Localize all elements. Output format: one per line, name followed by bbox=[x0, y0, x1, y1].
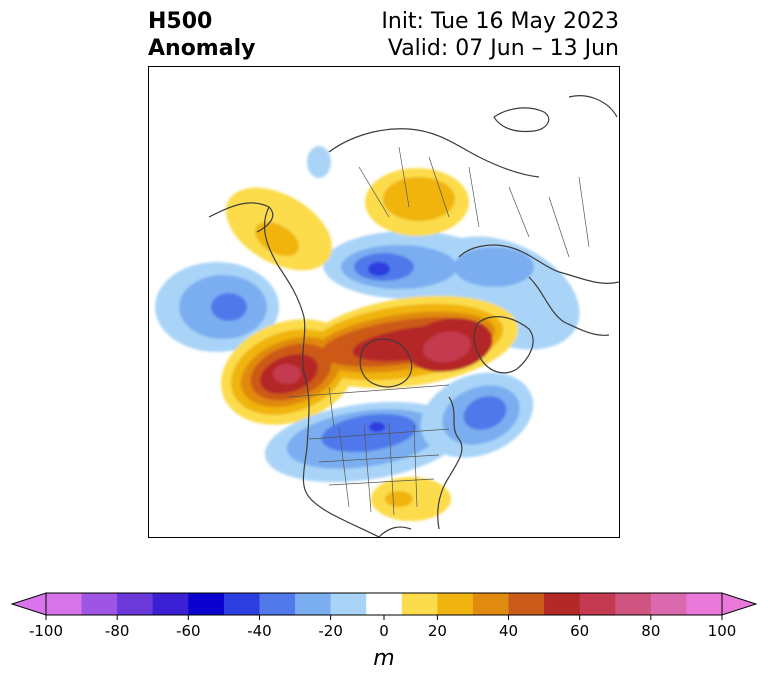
colorbar-cell bbox=[81, 593, 118, 615]
anomaly-map bbox=[148, 66, 620, 538]
colorbar-cell bbox=[46, 593, 83, 615]
map-dates: Init: Tue 16 May 2023 Valid: 07 Jun – 13… bbox=[381, 8, 619, 62]
coastlines bbox=[208, 95, 619, 537]
valid-range: Valid: 07 Jun – 13 Jun bbox=[387, 36, 619, 61]
colorbar-extend-high bbox=[721, 592, 758, 616]
colorbar-cell bbox=[188, 593, 225, 615]
colorbar-cell bbox=[152, 593, 189, 615]
colorbar-cell bbox=[117, 593, 154, 615]
colorbar-tick-label: 100 bbox=[708, 622, 737, 640]
colorbar-cell bbox=[330, 593, 367, 615]
colorbar-tick-label: -100 bbox=[29, 622, 63, 640]
colorbar-cell bbox=[223, 593, 260, 615]
product-label: Anomaly bbox=[148, 36, 256, 61]
colorbar-cell bbox=[579, 593, 616, 615]
colorbar-cell bbox=[508, 593, 545, 615]
political-borders bbox=[288, 146, 590, 516]
trough-arctic-siberia bbox=[323, 231, 580, 350]
colorbar-tick-label: 0 bbox=[379, 622, 389, 640]
map-canvas bbox=[155, 95, 619, 537]
colorbar-tick-label: -20 bbox=[318, 622, 343, 640]
colorbar-tick-label: 40 bbox=[499, 622, 518, 640]
variable-label: H500 bbox=[148, 9, 213, 34]
colorbar-cell bbox=[650, 593, 687, 615]
colorbar-cell bbox=[295, 593, 332, 615]
init-date: Init: Tue 16 May 2023 bbox=[381, 9, 619, 34]
colorbar-cell bbox=[615, 593, 652, 615]
colorbar-tick-label: -60 bbox=[176, 622, 201, 640]
anomaly-fields bbox=[155, 146, 580, 521]
trough-north-atlantic bbox=[420, 372, 534, 458]
ridge-northwest-canada bbox=[221, 295, 519, 425]
colorbar-tick-label: 80 bbox=[641, 622, 660, 640]
ridge-southeast-us bbox=[371, 477, 451, 521]
colorbar-cells bbox=[10, 592, 758, 616]
colorbar-cell bbox=[544, 593, 581, 615]
colorbar-tick-label: -80 bbox=[105, 622, 130, 640]
colorbar-cell bbox=[259, 593, 296, 615]
trough-europe bbox=[307, 146, 331, 178]
colorbar-ticks: -100 -80 -60 -40 -20 0 20 40 60 80 100 bbox=[29, 615, 736, 640]
ridge-alaska bbox=[225, 187, 333, 271]
colorbar-tick-label: 60 bbox=[570, 622, 589, 640]
ridge-siberia bbox=[365, 168, 469, 236]
colorbar-cell bbox=[366, 593, 403, 615]
colorbar-unit-label: m bbox=[373, 646, 395, 671]
map-title: H500 Anomaly bbox=[148, 8, 255, 62]
colorbar-tick-label: -40 bbox=[247, 622, 272, 640]
colorbar-extend-low bbox=[10, 592, 47, 616]
colorbar-cell bbox=[472, 593, 510, 615]
colorbar: -100 -80 -60 -40 -20 0 20 40 60 80 100 bbox=[10, 592, 758, 640]
colorbar-cell bbox=[686, 593, 723, 615]
colorbar-tick-label: 20 bbox=[428, 622, 447, 640]
trough-central-us bbox=[264, 401, 464, 483]
colorbar-cell bbox=[437, 593, 474, 615]
trough-north-pacific bbox=[155, 262, 279, 352]
colorbar-cell bbox=[401, 593, 438, 615]
ridge-canadian-archipelago bbox=[405, 318, 493, 372]
